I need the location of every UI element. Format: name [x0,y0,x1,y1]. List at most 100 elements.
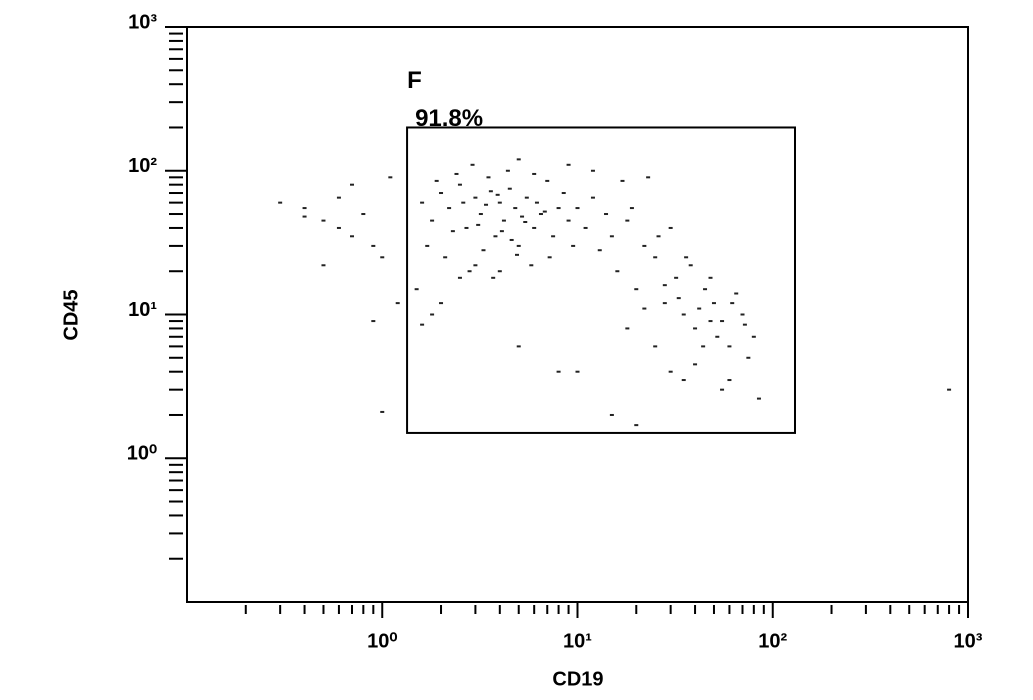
event-dot [532,172,537,175]
event-dot [708,276,713,279]
event-dot [662,284,667,287]
event-dot [715,335,720,338]
event-dot [321,264,326,267]
event-dot [566,219,571,222]
event-dot [302,215,307,218]
event-dot [734,292,739,295]
event-dot [499,230,504,233]
event-dot [947,388,952,391]
event-dot [470,163,475,166]
x-tick-label: 10³ [954,630,983,652]
event-dot [634,424,639,427]
event-dot [361,213,366,216]
event-dot [439,302,444,305]
x-tick-label: 10¹ [563,630,592,652]
gate-percent: 91.8% [415,105,483,132]
event-dot [703,288,708,291]
event-dot [529,264,534,267]
event-dot [625,219,630,222]
event-dot [653,345,658,348]
event-dot [566,163,571,166]
event-dot [523,221,528,224]
event-dot [414,288,419,291]
x-tick-label: 10⁰ [367,630,397,652]
event-dot [488,190,493,193]
event-dot [501,219,506,222]
event-dot [653,256,658,259]
event-dot [545,179,550,182]
event-dot [625,327,630,330]
x-tick-label: 10² [758,630,787,652]
event-dot [467,270,472,273]
event-dot [681,379,686,382]
y-tick-label: 10¹ [128,299,157,321]
event-dot [507,187,512,190]
event-dot [551,235,556,238]
event-dot [684,256,689,259]
event-dot [515,253,520,256]
event-dot [609,413,614,416]
event-dot [590,169,595,172]
event-dot [350,235,355,238]
event-dot [513,207,518,210]
event-dot [556,207,561,210]
event-dot [575,207,580,210]
event-dot [727,379,732,382]
event-dot [497,270,502,273]
event-dot [720,320,725,323]
event-dot [681,313,686,316]
event-dot [604,213,609,216]
y-axis-title: CD45 [60,289,82,340]
event-dot [439,192,444,195]
event-dot [620,179,625,182]
event-dot [597,249,602,252]
event-dot [336,196,341,199]
event-dot [668,370,673,373]
event-dot [561,192,566,195]
gate-label: F [407,67,422,94]
event-dot [590,196,595,199]
event-dot [693,363,698,366]
event-dot [720,388,725,391]
event-dot [493,235,498,238]
event-dot [430,313,435,316]
event-dot [697,307,702,310]
event-dot [497,201,502,204]
event-dot [688,264,693,267]
event-dot [727,345,732,348]
event-dot [730,302,735,305]
event-dot [520,215,525,218]
event-dot [420,201,425,204]
event-dot [371,244,376,247]
event-dot [450,230,455,233]
event-dot [443,256,448,259]
event-dot [464,226,469,229]
event-dot [534,201,539,204]
event-dot [742,323,747,326]
event-dot [457,276,462,279]
event-dot [524,196,529,199]
event-dot [336,226,341,229]
event-dot [746,356,751,359]
event-dot [668,226,673,229]
event-dot [751,335,756,338]
event-dot [532,226,537,229]
event-dot [676,297,681,300]
event-dot [516,345,521,348]
event-dot [430,219,435,222]
plot-frame [186,26,969,603]
event-dot [380,410,385,413]
y-tick-label: 10² [128,155,157,177]
event-dot [575,370,580,373]
event-dot [476,223,481,226]
event-dot [609,235,614,238]
event-dot [701,345,706,348]
event-dot [516,158,521,161]
event-dot [371,320,376,323]
event-dot [473,196,478,199]
event-dot [656,235,661,238]
event-dot [434,179,439,182]
event-dot [547,256,552,259]
event-dot [473,264,478,267]
